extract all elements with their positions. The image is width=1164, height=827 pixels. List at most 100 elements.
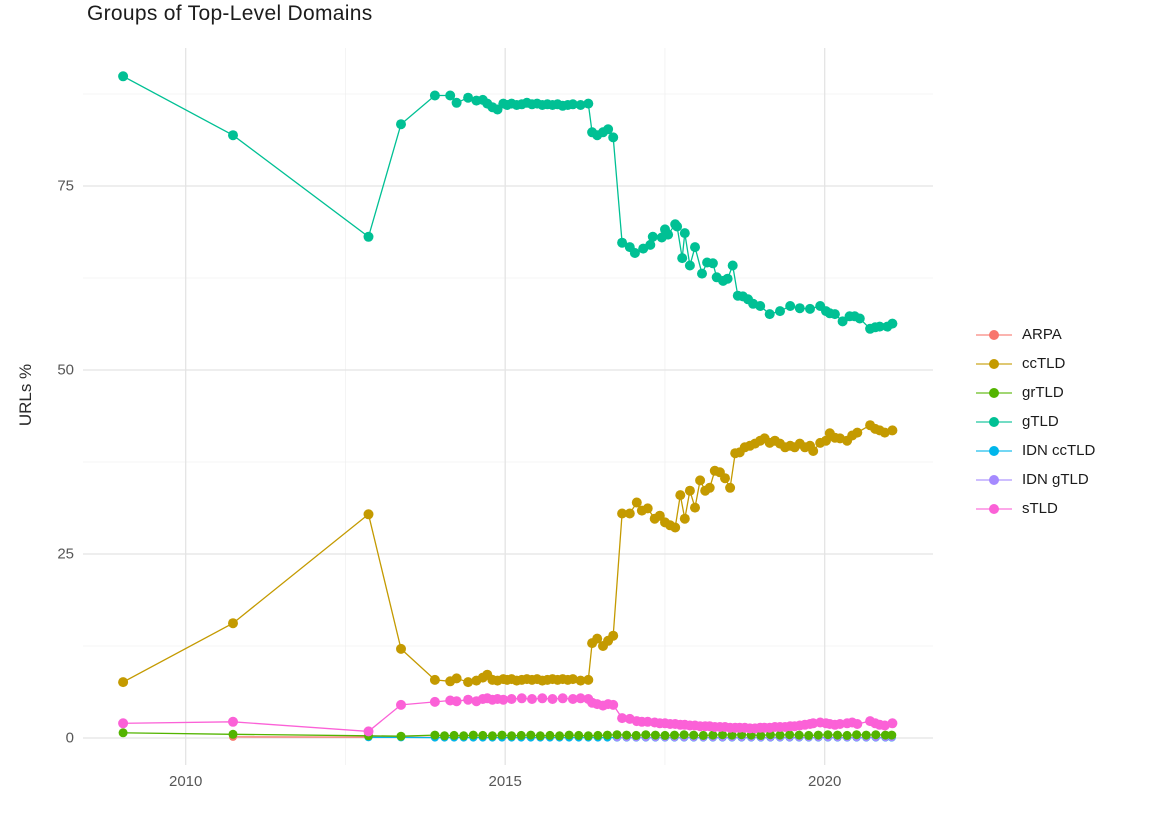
legend-item-idn-cctld: IDN ccTLD [976, 436, 1095, 465]
data-point [813, 730, 823, 740]
data-point [880, 730, 890, 740]
legend-key-dot [989, 387, 999, 398]
data-point [660, 730, 670, 740]
data-point [675, 490, 686, 501]
data-point [642, 503, 653, 514]
data-point [684, 485, 695, 496]
data-point [429, 696, 440, 707]
data-point [641, 730, 651, 740]
legend-label: sTLD [1022, 500, 1058, 517]
data-point [592, 633, 603, 644]
data-point [396, 699, 406, 710]
data-point [650, 730, 660, 740]
legend: ARPA ccTLD grTLD gTLD IDN ccTLD IDN gTLD sTLD [976, 320, 1095, 523]
data-point [679, 513, 690, 524]
data-point [829, 309, 840, 320]
data-point [363, 726, 374, 737]
data-point [689, 730, 699, 740]
data-point [468, 730, 478, 740]
data-point [574, 730, 584, 740]
legend-key-icon [976, 445, 1012, 457]
data-point [451, 696, 462, 707]
data-point [545, 730, 555, 740]
data-point [833, 730, 842, 740]
data-point [756, 730, 766, 740]
y-tick-label: 25 [57, 545, 74, 563]
data-point [535, 731, 545, 741]
data-point [526, 730, 536, 740]
data-point [516, 730, 526, 740]
data-point [887, 318, 898, 329]
data-point [690, 242, 700, 253]
data-point [459, 731, 469, 741]
data-point [707, 258, 718, 269]
data-point [228, 729, 238, 739]
data-point [608, 699, 619, 710]
data-point [804, 730, 814, 740]
data-point [622, 730, 632, 740]
data-point [887, 730, 897, 740]
data-point [603, 124, 614, 135]
data-point [396, 119, 406, 130]
data-point [722, 273, 733, 284]
data-point [684, 260, 695, 271]
data-point [451, 673, 462, 684]
data-point [624, 508, 635, 519]
data-point [708, 730, 718, 740]
legend-key-dot [989, 503, 999, 514]
data-point [430, 730, 440, 740]
data-point [118, 728, 128, 738]
data-point [808, 446, 819, 456]
legend-key-icon [976, 329, 1012, 341]
series-cctld [118, 420, 898, 688]
data-point [497, 730, 507, 740]
data-point [608, 132, 619, 143]
data-point [429, 674, 440, 685]
data-point [695, 475, 706, 486]
data-point [794, 303, 805, 314]
data-point [697, 268, 707, 279]
x-tick-label: 2020 [808, 773, 842, 790]
data-point [631, 497, 642, 508]
data-point [672, 221, 683, 232]
data-point [567, 694, 578, 704]
data-point [629, 248, 640, 258]
data-point [363, 509, 374, 520]
data-point [874, 321, 885, 332]
data-point [583, 731, 593, 741]
data-point [852, 730, 862, 740]
data-point [727, 730, 737, 740]
data-point [564, 730, 574, 740]
data-point [617, 237, 628, 248]
data-point [617, 713, 628, 724]
data-point [775, 730, 785, 740]
data-point [557, 693, 568, 704]
data-point [567, 99, 578, 110]
series-grtld [118, 728, 897, 741]
data-point [871, 730, 881, 740]
data-point [852, 427, 863, 438]
data-point [507, 731, 517, 741]
data-point [679, 228, 690, 239]
legend-key-icon [976, 416, 1012, 428]
data-point [228, 716, 238, 727]
data-point [527, 694, 537, 704]
data-point [429, 90, 440, 101]
data-point [647, 231, 658, 242]
data-point [567, 674, 578, 685]
data-point [516, 693, 527, 704]
data-point [537, 693, 548, 704]
legend-label: ccTLD [1022, 355, 1066, 372]
data-point [118, 71, 129, 82]
legend-item-stld: sTLD [976, 494, 1095, 523]
data-point [396, 731, 406, 741]
data-point [805, 303, 815, 314]
data-point [575, 675, 586, 686]
chart-title: Groups of Top-Level Domains [87, 2, 373, 25]
data-point [363, 231, 374, 242]
data-point [583, 98, 594, 109]
data-point [449, 730, 459, 740]
legend-key-icon [976, 387, 1012, 399]
data-point [755, 301, 766, 311]
